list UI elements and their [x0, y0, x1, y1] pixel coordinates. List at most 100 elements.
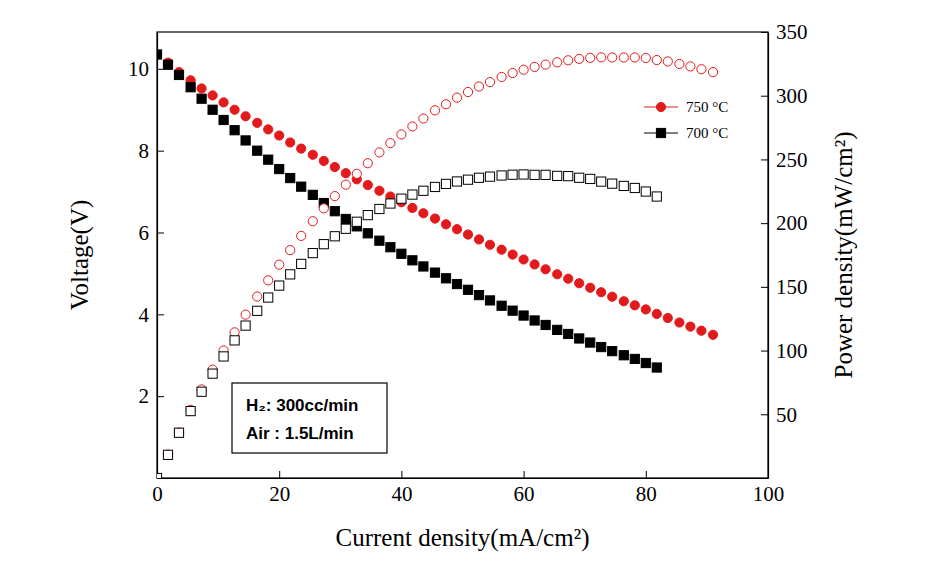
- tick: 300: [761, 84, 808, 108]
- data-point: [352, 169, 361, 178]
- y2-axis: 50100150200250300350: [761, 20, 808, 478]
- data-point: [157, 50, 162, 59]
- data-point: [530, 260, 539, 269]
- tick: 250: [761, 148, 808, 172]
- data-point: [630, 354, 639, 363]
- data-point: [508, 250, 517, 259]
- tick: 2: [139, 384, 165, 408]
- data-point: [419, 262, 428, 271]
- tick: 60: [514, 471, 535, 506]
- data-point: [163, 60, 172, 69]
- data-point: [297, 182, 306, 191]
- data-point: [441, 220, 450, 229]
- data-point: [608, 347, 617, 356]
- data-point: [441, 274, 450, 283]
- data-point: [275, 131, 284, 140]
- data-point: [253, 146, 262, 155]
- data-point: [408, 122, 417, 131]
- annotation-box: H₂: 300cc/minAir : 1.5L/min: [232, 383, 387, 453]
- annotation-frame: [232, 383, 387, 453]
- data-point: [497, 245, 506, 254]
- data-point: [686, 322, 695, 331]
- data-point: [619, 297, 628, 306]
- data-point: [708, 68, 717, 77]
- data-point: [553, 58, 562, 67]
- data-point: [452, 177, 461, 186]
- data-point: [419, 209, 428, 218]
- data-point: [397, 249, 406, 258]
- data-point: [697, 65, 706, 74]
- tick-mark: [524, 471, 525, 478]
- data-point: [197, 84, 206, 93]
- data-point: [564, 172, 573, 181]
- data-point: [474, 290, 483, 299]
- tick: 20: [269, 471, 290, 506]
- tick-mark: [761, 351, 768, 352]
- legend-label: 700 °C: [686, 125, 728, 141]
- data-point: [241, 136, 250, 145]
- data-point: [275, 281, 284, 290]
- tick: 10: [128, 57, 164, 81]
- data-point: [375, 204, 384, 213]
- data-point: [264, 155, 273, 164]
- data-point: [286, 173, 295, 182]
- data-point: [575, 54, 584, 63]
- data-point: [157, 50, 162, 59]
- data-point: [541, 265, 550, 274]
- data-point: [157, 473, 162, 478]
- tick-mark: [761, 96, 768, 97]
- data-point: [597, 177, 606, 186]
- tick-mark: [761, 414, 768, 415]
- data-point: [219, 352, 228, 361]
- data-point: [452, 225, 461, 234]
- data-point: [163, 450, 172, 459]
- data-point: [208, 105, 217, 114]
- data-point: [530, 316, 539, 325]
- y-axis: 246810: [128, 33, 164, 479]
- tick-label: 6: [139, 221, 150, 245]
- data-point: [408, 256, 417, 265]
- data-point: [308, 190, 317, 199]
- data-point: [641, 305, 650, 314]
- data-point: [508, 170, 517, 179]
- data-point: [652, 192, 661, 201]
- data-point: [463, 175, 472, 184]
- tick-mark: [279, 471, 280, 478]
- data-point: [319, 240, 328, 249]
- tick: 80: [636, 471, 657, 506]
- tick: 4: [139, 303, 165, 327]
- data-point: [286, 246, 295, 255]
- data-point: [363, 159, 372, 168]
- tick-label: 4: [139, 303, 150, 327]
- data-point: [652, 55, 661, 64]
- data-point: [463, 285, 472, 294]
- data-point: [519, 65, 528, 74]
- tick-mark: [157, 151, 164, 152]
- tick: 200: [761, 211, 808, 235]
- data-point: [497, 72, 506, 81]
- data-point: [408, 190, 417, 199]
- tick-mark: [761, 159, 768, 160]
- data-point: [530, 170, 539, 179]
- plot-frame: [157, 32, 768, 478]
- tick-label: 100: [776, 339, 808, 363]
- data-point: [186, 407, 195, 416]
- data-point: [564, 274, 573, 283]
- data-point: [330, 192, 339, 201]
- data-point: [174, 428, 183, 437]
- axis-line: [158, 478, 769, 479]
- data-point: [497, 301, 506, 310]
- data-point: [597, 53, 606, 62]
- data-point: [319, 204, 328, 213]
- data-point: [230, 336, 239, 345]
- data-point: [553, 171, 562, 180]
- series-0: [157, 50, 718, 339]
- data-point: [553, 270, 562, 279]
- data-point: [485, 296, 494, 305]
- data-point: [586, 283, 595, 292]
- data-point: [208, 369, 217, 378]
- data-point: [641, 187, 650, 196]
- axis-line: [157, 33, 158, 479]
- series-1: [157, 50, 661, 372]
- data-point: [264, 293, 273, 302]
